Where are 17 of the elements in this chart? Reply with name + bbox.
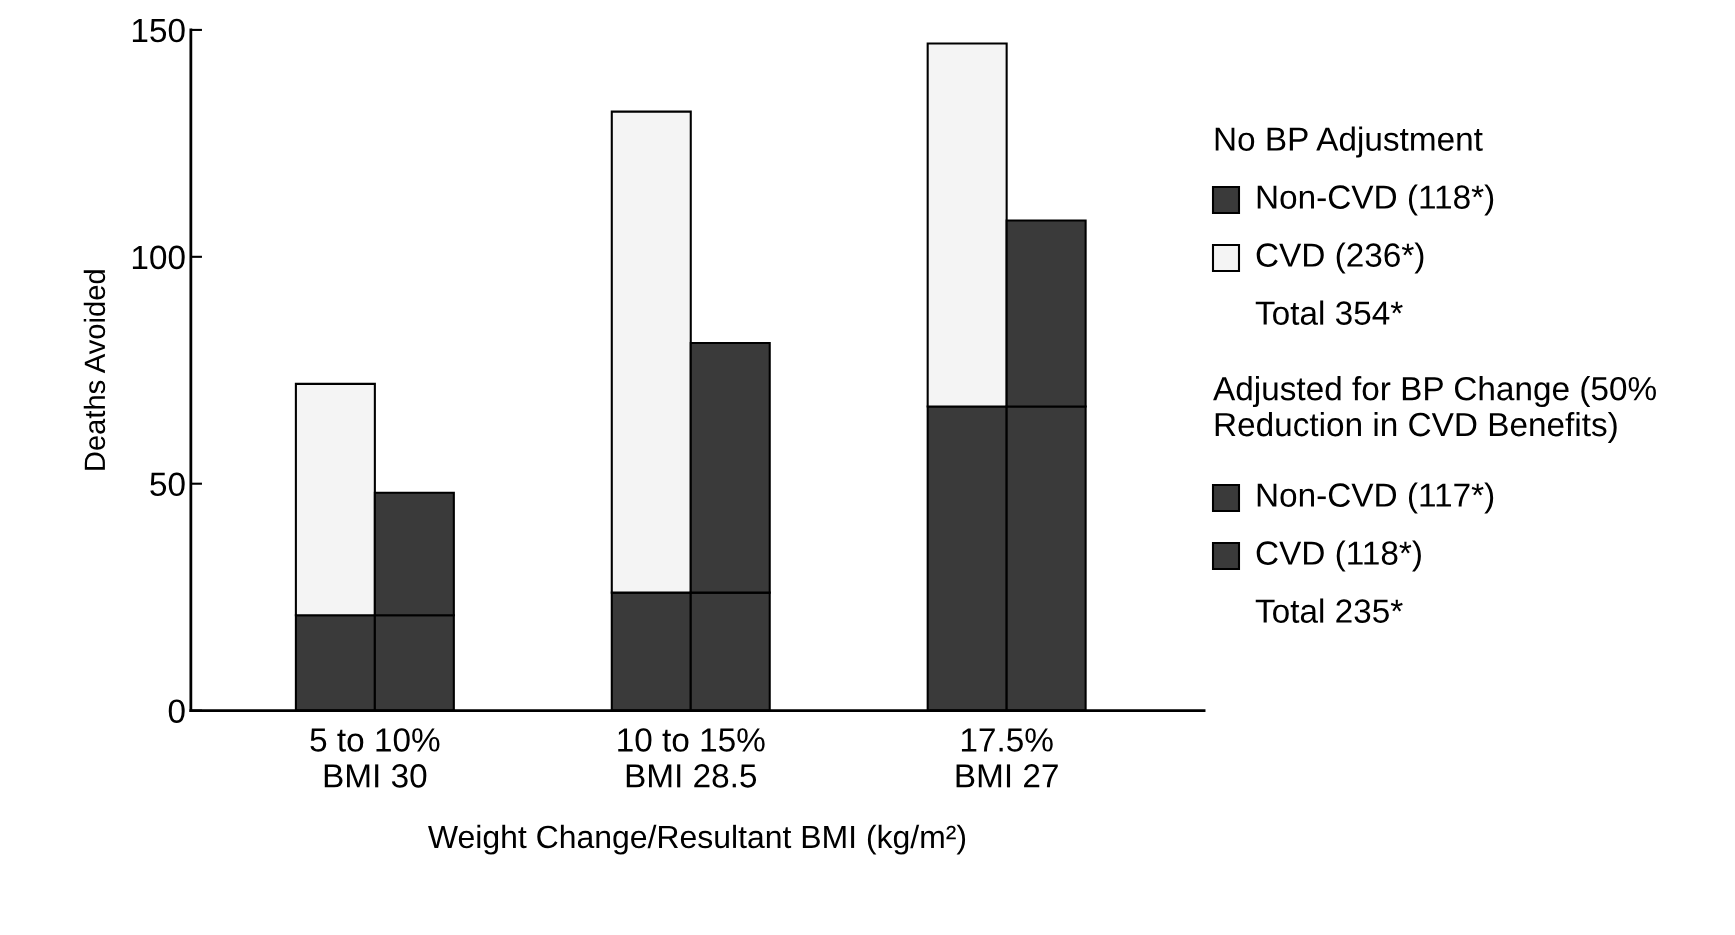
y-axis-title: Deaths Avoided [83,270,106,470]
x-tick-label: 10 to 15% BMI 28.5 [618,728,765,788]
x-axis-title: Weight Change/Resultant BMI (kg/m²) [428,824,966,855]
y-tick-label: 150 [132,18,185,43]
text: Total 235* [1255,598,1403,623]
x-tick-label: 17.5% BMI 27 [956,728,1058,788]
text: No BP Adjustment [1215,126,1483,158]
legend-label: Non-CVD (117*) [1257,482,1494,514]
legend-label: Non-CVD (118*) [1257,184,1494,216]
y-tick-label: 100 [132,245,185,270]
x-tick-label: 5 to 10% BMI 30 [310,728,440,788]
legend-label: CVD (236*) [1256,242,1424,274]
y-tick-label: 0 [168,699,185,724]
text: Adjusted for BP Change (50% Reduction in CVD Benefits) [1213,376,1656,443]
text: Total 354* [1255,300,1403,325]
legend-label: CVD (118*) [1256,540,1421,572]
y-tick-label: 50 [150,472,185,497]
